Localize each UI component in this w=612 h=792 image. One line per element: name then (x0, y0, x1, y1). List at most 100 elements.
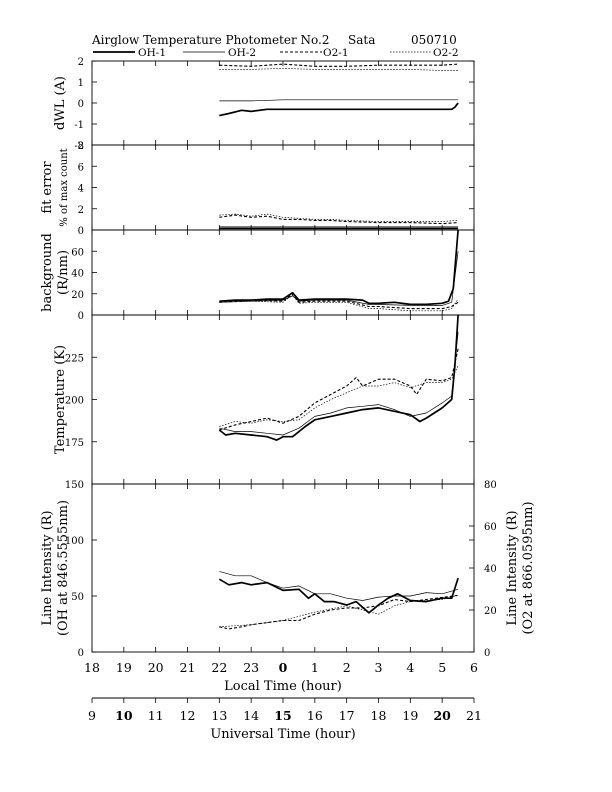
panel-frame (91, 314, 475, 485)
x-tick-label-local: 0 (279, 660, 288, 675)
y-axis-subtitle: % of max count (59, 148, 70, 226)
y-axis-subtitle: (OH at 846.5555nm) (56, 500, 71, 636)
series-line-oh-2 (219, 331, 459, 436)
x-axis-title-local: Local Time (hour) (224, 679, 342, 694)
x-tick-label-local: 4 (406, 660, 414, 675)
y-axis-subtitle-right: (O2 at 866.0595nm) (521, 501, 536, 634)
x-tick-label-local: 6 (470, 660, 478, 675)
series-line-o2-1 (219, 214, 459, 225)
x-tick-label-ut: 9 (88, 708, 96, 723)
y-tick-label: 8 (78, 141, 84, 152)
y-tick-label-right: 0 (484, 648, 490, 659)
y-axis-title: fit error (40, 161, 55, 214)
x-tick-label-local: 20 (148, 660, 164, 675)
x-tick-label-ut: 12 (180, 708, 196, 723)
series-line-o2-2 (219, 365, 459, 427)
y-axis-subtitle: (R/nm) (56, 250, 71, 295)
y-tick-label: 60 (71, 247, 84, 258)
y-axis-title: background (40, 233, 55, 312)
x-tick-label-local: 18 (84, 660, 100, 675)
series-line-o2-2 (219, 213, 459, 222)
date-code: 050710 (411, 33, 457, 47)
y-tick-label: 4 (78, 184, 84, 195)
x-tick-label-ut: 19 (402, 708, 418, 723)
panel-2: 0 2 4 6 8 fit error % of max count (40, 141, 475, 237)
chart-header: Airglow Temperature Photometer No.2 Sata… (91, 33, 457, 47)
y-tick-label: 0 (78, 311, 84, 322)
series-line-oh-1 (219, 102, 459, 117)
chart-title: Airglow Temperature Photometer No.2 (91, 33, 330, 47)
panel-3: 0 20 40 60 background (R/nm) (40, 229, 475, 322)
y-axis-title: dWL (A) (53, 76, 68, 130)
series-line-o2-1 (219, 293, 459, 310)
x-tick-label-local: 21 (180, 660, 196, 675)
y-tick-label: 20 (71, 290, 84, 301)
y-tick-label: -2 (74, 141, 84, 152)
x-tick-label-local: 3 (375, 660, 383, 675)
series-line-o2-2 (219, 594, 459, 628)
y-tick-label-right: 60 (484, 522, 497, 533)
series-line-oh-2 (219, 251, 459, 306)
panel-1: -2 -1 0 1 2 dWL (A) (53, 57, 475, 152)
y-tick-label: 6 (78, 162, 84, 173)
x-tick-label-ut: 21 (466, 708, 482, 723)
legend-label-oh-2: OH-2 (228, 47, 256, 59)
x-tick-label-local: 23 (243, 660, 259, 675)
y-tick-label: 150 (65, 480, 84, 491)
panels: -2 -1 0 1 2 dWL (A) 0 2 4 6 8 fit error % of max cou… (40, 57, 536, 659)
x-tick-label-local: 1 (311, 660, 319, 675)
y-tick-label: 175 (65, 438, 84, 449)
y-tick-label-right: 80 (484, 480, 497, 491)
panel-frame (91, 483, 475, 653)
y-tick-label: 200 (65, 396, 84, 407)
series-line-oh-1 (218, 315, 459, 441)
x-tick-label-ut: 14 (243, 708, 259, 723)
y-tick-label: 0 (78, 648, 84, 659)
y-tick-label: -1 (74, 120, 84, 131)
y-tick-label: 50 (71, 592, 84, 603)
x-tick-label-local: 19 (116, 660, 132, 675)
y-axis-title: Temperature (K) (53, 345, 68, 454)
y-tick-label: 225 (65, 353, 84, 364)
y-axis-title-right: Line Intensity (R) (505, 510, 520, 625)
legend-label-o2-2: O2-2 (433, 47, 459, 59)
x-tick-label-ut: 18 (371, 708, 387, 723)
legend-label-o2-1: O2-1 (323, 47, 349, 59)
x-tick-label-local: 5 (438, 660, 446, 675)
y-tick-label: 2 (78, 57, 84, 68)
y-axis-title: Line Intensity (R) (40, 510, 55, 625)
x-axis-title-ut: Universal Time (hour) (210, 727, 355, 742)
series-line-o2-1 (219, 594, 459, 630)
x-tick-label-ut: 11 (148, 708, 164, 723)
legend-label-oh-1: OH-1 (138, 47, 166, 59)
x-tick-label-ut: 17 (339, 708, 355, 723)
y-tick-label-right: 20 (484, 606, 497, 617)
y-tick-label: 0 (78, 99, 84, 110)
x-tick-label-ut: 15 (274, 708, 291, 723)
y-tick-label: 0 (78, 226, 84, 237)
x-tick-label-ut: 13 (211, 708, 227, 723)
y-tick-label-right: 40 (484, 564, 497, 575)
legend: OH-1 OH-2 O2-1 O2-2 (93, 47, 459, 59)
series-line-o2-2 (219, 68, 459, 71)
series-line-oh-2 (219, 571, 459, 601)
series-line-o2-1 (219, 63, 459, 67)
x-tick-label-local: 2 (343, 660, 351, 675)
x-tick-label-local: 22 (211, 660, 227, 675)
x-tick-label-ut: 10 (115, 708, 133, 723)
series-line-oh-2 (219, 99, 459, 102)
station-name: Sata (348, 33, 375, 47)
x-tick-label-ut: 20 (433, 708, 451, 723)
x-tick-label-ut: 16 (307, 708, 323, 723)
y-tick-label: 1 (78, 78, 84, 89)
series-line-o2-1 (219, 348, 459, 431)
panel-frame (91, 60, 475, 146)
y-tick-label: 2 (78, 205, 84, 216)
y-tick-label: 40 (71, 269, 84, 280)
series-line-oh-1 (219, 230, 459, 306)
series-line-o2-2 (219, 294, 459, 312)
